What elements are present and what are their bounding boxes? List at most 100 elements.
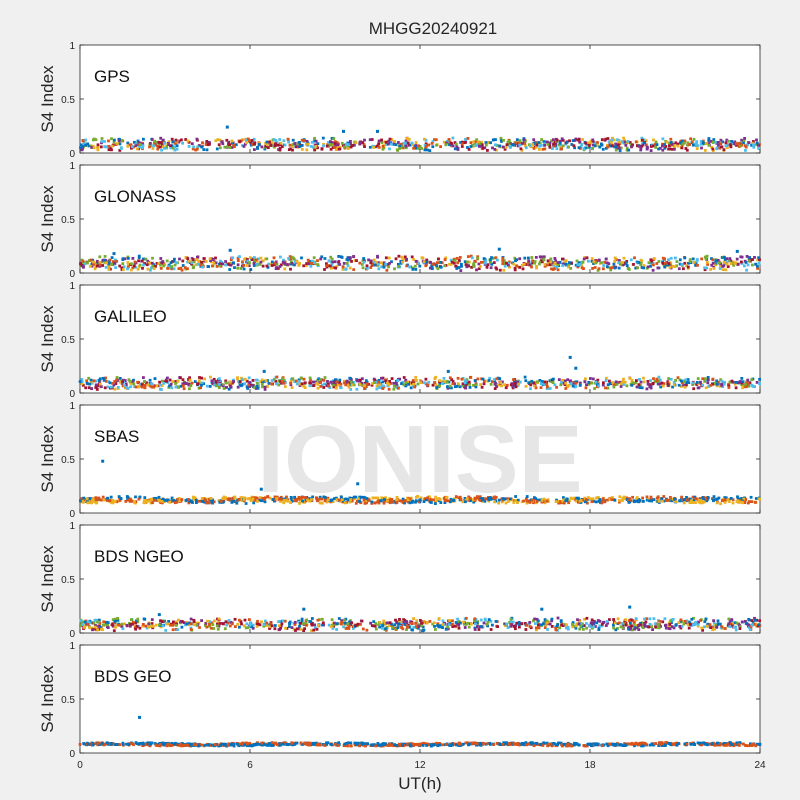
data-point [114,266,117,269]
data-point [434,383,438,387]
data-point [677,383,681,387]
data-point [217,624,221,628]
data-point [461,140,464,144]
data-point [534,626,538,630]
data-point [561,262,565,266]
data-point [566,627,570,631]
data-point [700,146,703,150]
data-point [400,255,404,259]
data-point [690,140,694,144]
data-point [540,607,544,611]
data-point [448,384,452,388]
data-point [322,495,326,499]
data-point [432,498,435,502]
data-point [81,259,85,263]
data-point [222,387,226,390]
data-point [81,620,85,624]
data-point [720,499,724,502]
data-point [628,623,632,627]
data-point [493,382,497,386]
data-point [582,267,585,270]
data-point [696,623,700,626]
data-point [339,382,343,386]
data-point [312,256,316,260]
data-point [683,141,686,145]
data-point [511,386,515,390]
data-point [248,385,251,389]
data-point [189,628,193,631]
data-point [366,498,370,501]
data-point [225,623,228,627]
data-point [608,497,612,501]
data-point [365,382,369,386]
data-point [405,264,409,268]
data-point [294,379,298,383]
data-point [584,386,588,390]
data-point [109,146,113,150]
data-point [270,379,274,382]
data-point [573,384,577,388]
data-point [327,623,331,627]
data-point [686,143,690,147]
data-point [377,146,381,149]
data-point [455,384,459,388]
data-point [682,267,685,271]
data-point [683,256,687,260]
data-point [236,263,240,267]
data-point [409,386,413,390]
data-point [594,261,598,265]
data-point [679,626,683,630]
data-point [137,384,141,388]
data-point [174,138,178,142]
data-point [728,257,732,260]
data-point [356,482,360,486]
data-point [639,384,643,388]
data-point [185,621,189,624]
data-point [497,247,501,251]
data-point [397,622,401,626]
data-point [480,143,484,147]
data-point [622,495,626,499]
data-point [111,501,115,505]
data-point [553,257,557,260]
data-point [93,625,97,629]
data-point [417,261,420,265]
data-point [159,136,163,140]
data-point [341,268,345,271]
data-point [600,624,604,628]
data-point [747,259,751,263]
data-point [745,255,749,258]
data-point [175,622,178,626]
data-point [241,144,244,147]
data-point [508,265,511,269]
data-point [606,621,609,625]
data-point [701,141,705,144]
data-point [649,149,653,152]
data-point [730,622,733,626]
data-point [224,620,228,624]
data-point [644,139,648,143]
data-point [506,497,510,501]
data-point [195,621,199,625]
data-point [540,499,544,502]
data-point [275,375,279,379]
data-point [107,262,111,266]
data-point [373,378,377,382]
data-point [281,497,284,501]
data-point [250,625,253,629]
data-point [444,256,448,260]
data-point [297,261,300,265]
data-point [133,140,136,144]
data-point [181,259,185,263]
data-point [377,142,380,146]
panel-label: GALILEO [94,307,167,326]
data-point [435,497,439,501]
data-point [223,145,227,149]
data-point [436,261,439,264]
data-point [193,496,197,500]
data-point [256,619,259,623]
data-point [360,381,363,385]
data-point [132,620,135,624]
data-point [649,495,653,499]
data-point [124,500,128,503]
